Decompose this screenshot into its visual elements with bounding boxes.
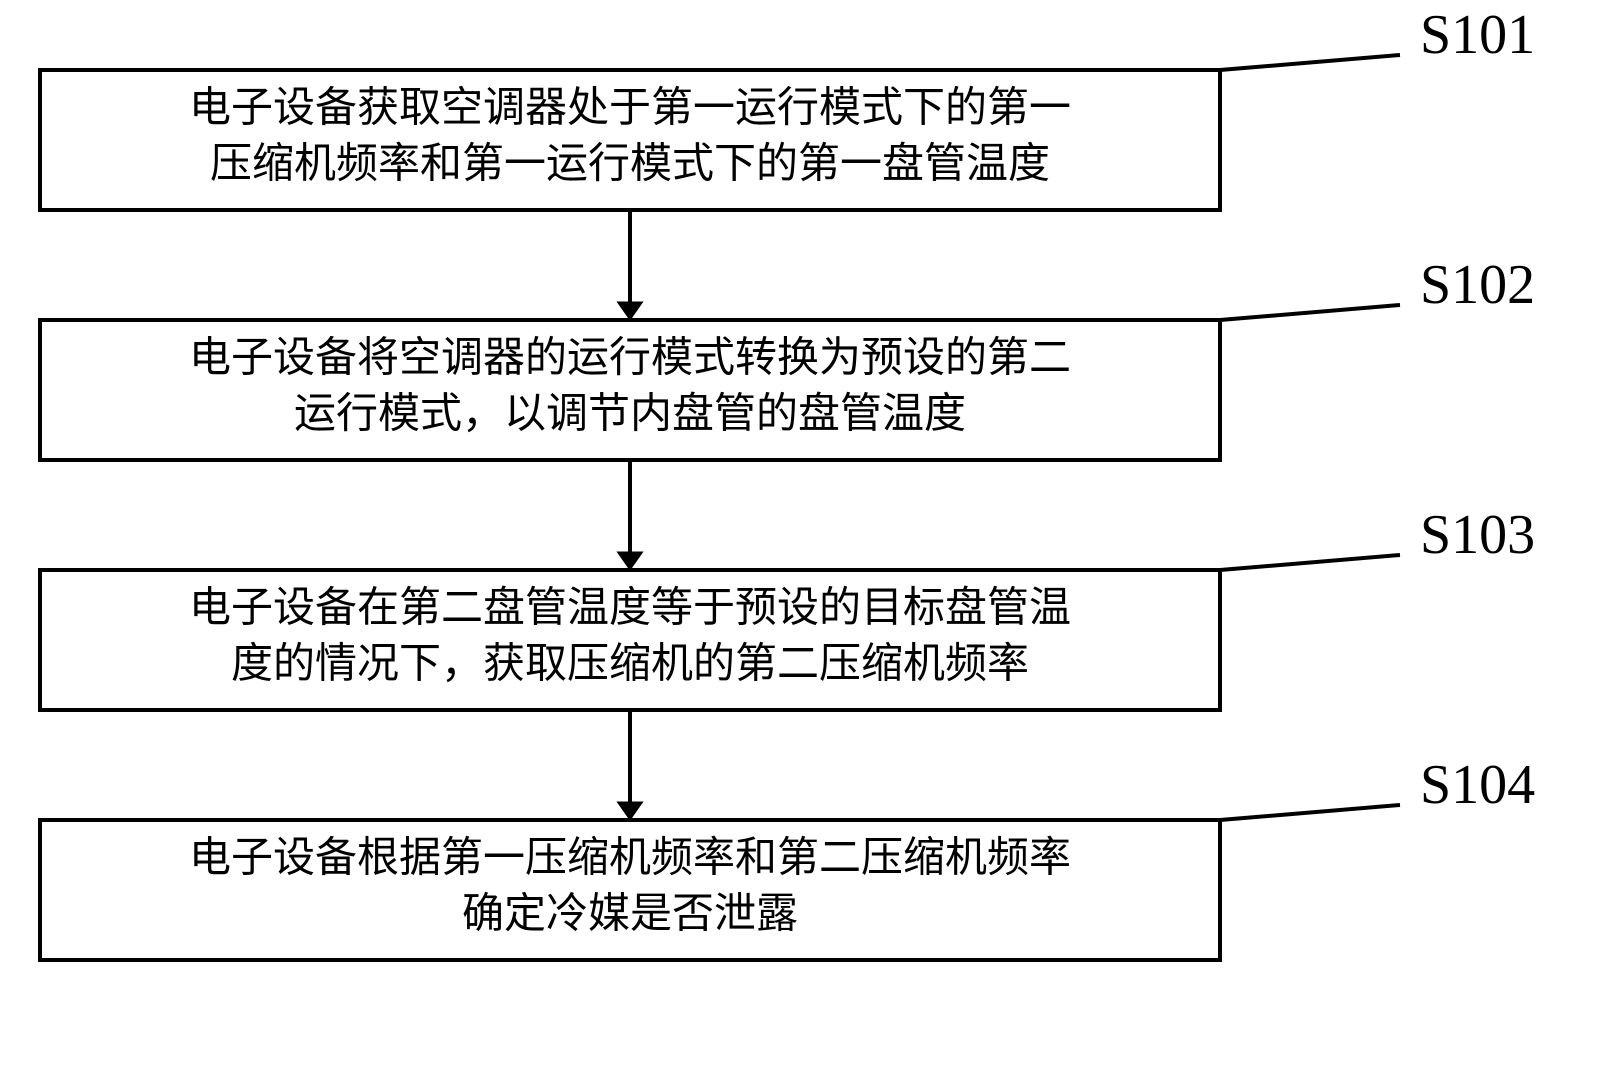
leader-line — [1220, 805, 1400, 820]
flow-step-s102: 电子设备将空调器的运行模式转换为预设的第二运行模式，以调节内盘管的盘管温度 S10… — [40, 254, 1535, 460]
flow-step-s103: 电子设备在第二盘管温度等于预设的目标盘管温度的情况下，获取压缩机的第二压缩机频率… — [40, 504, 1535, 710]
step-text-line: 压缩机频率和第一运行模式下的第一盘管温度 — [210, 141, 1050, 188]
step-text-line: 电子设备将空调器的运行模式转换为预设的第二 — [189, 335, 1071, 382]
step-text-line: 运行模式，以调节内盘管的盘管温度 — [294, 391, 966, 438]
step-text-line: 度的情况下，获取压缩机的第二压缩机频率 — [231, 641, 1029, 688]
flowchart-canvas: 电子设备获取空调器处于第一运行模式下的第一压缩机频率和第一运行模式下的第一盘管温… — [0, 0, 1623, 1078]
step-text-line: 确定冷媒是否泄露 — [462, 891, 798, 938]
leader-line — [1220, 55, 1400, 70]
arrow-head-icon — [617, 802, 642, 820]
arrow-head-icon — [617, 302, 642, 320]
step-label: S102 — [1420, 254, 1535, 316]
arrow-head-icon — [617, 552, 642, 570]
flow-arrow-0 — [617, 210, 642, 320]
step-label: S103 — [1420, 504, 1535, 566]
step-text-line: 电子设备根据第一压缩机频率和第二压缩机频率 — [189, 835, 1071, 882]
step-label: S104 — [1420, 754, 1535, 816]
flow-step-s104: 电子设备根据第一压缩机频率和第二压缩机频率确定冷媒是否泄露 S104 — [40, 754, 1535, 960]
step-text-line: 电子设备获取空调器处于第一运行模式下的第一 — [189, 85, 1071, 132]
step-text-line: 电子设备在第二盘管温度等于预设的目标盘管温 — [189, 585, 1071, 632]
leader-line — [1220, 555, 1400, 570]
flow-arrow-2 — [617, 710, 642, 820]
leader-line — [1220, 305, 1400, 320]
flow-step-s101: 电子设备获取空调器处于第一运行模式下的第一压缩机频率和第一运行模式下的第一盘管温… — [40, 4, 1535, 210]
step-label: S101 — [1420, 4, 1535, 66]
flow-arrow-1 — [617, 460, 642, 570]
